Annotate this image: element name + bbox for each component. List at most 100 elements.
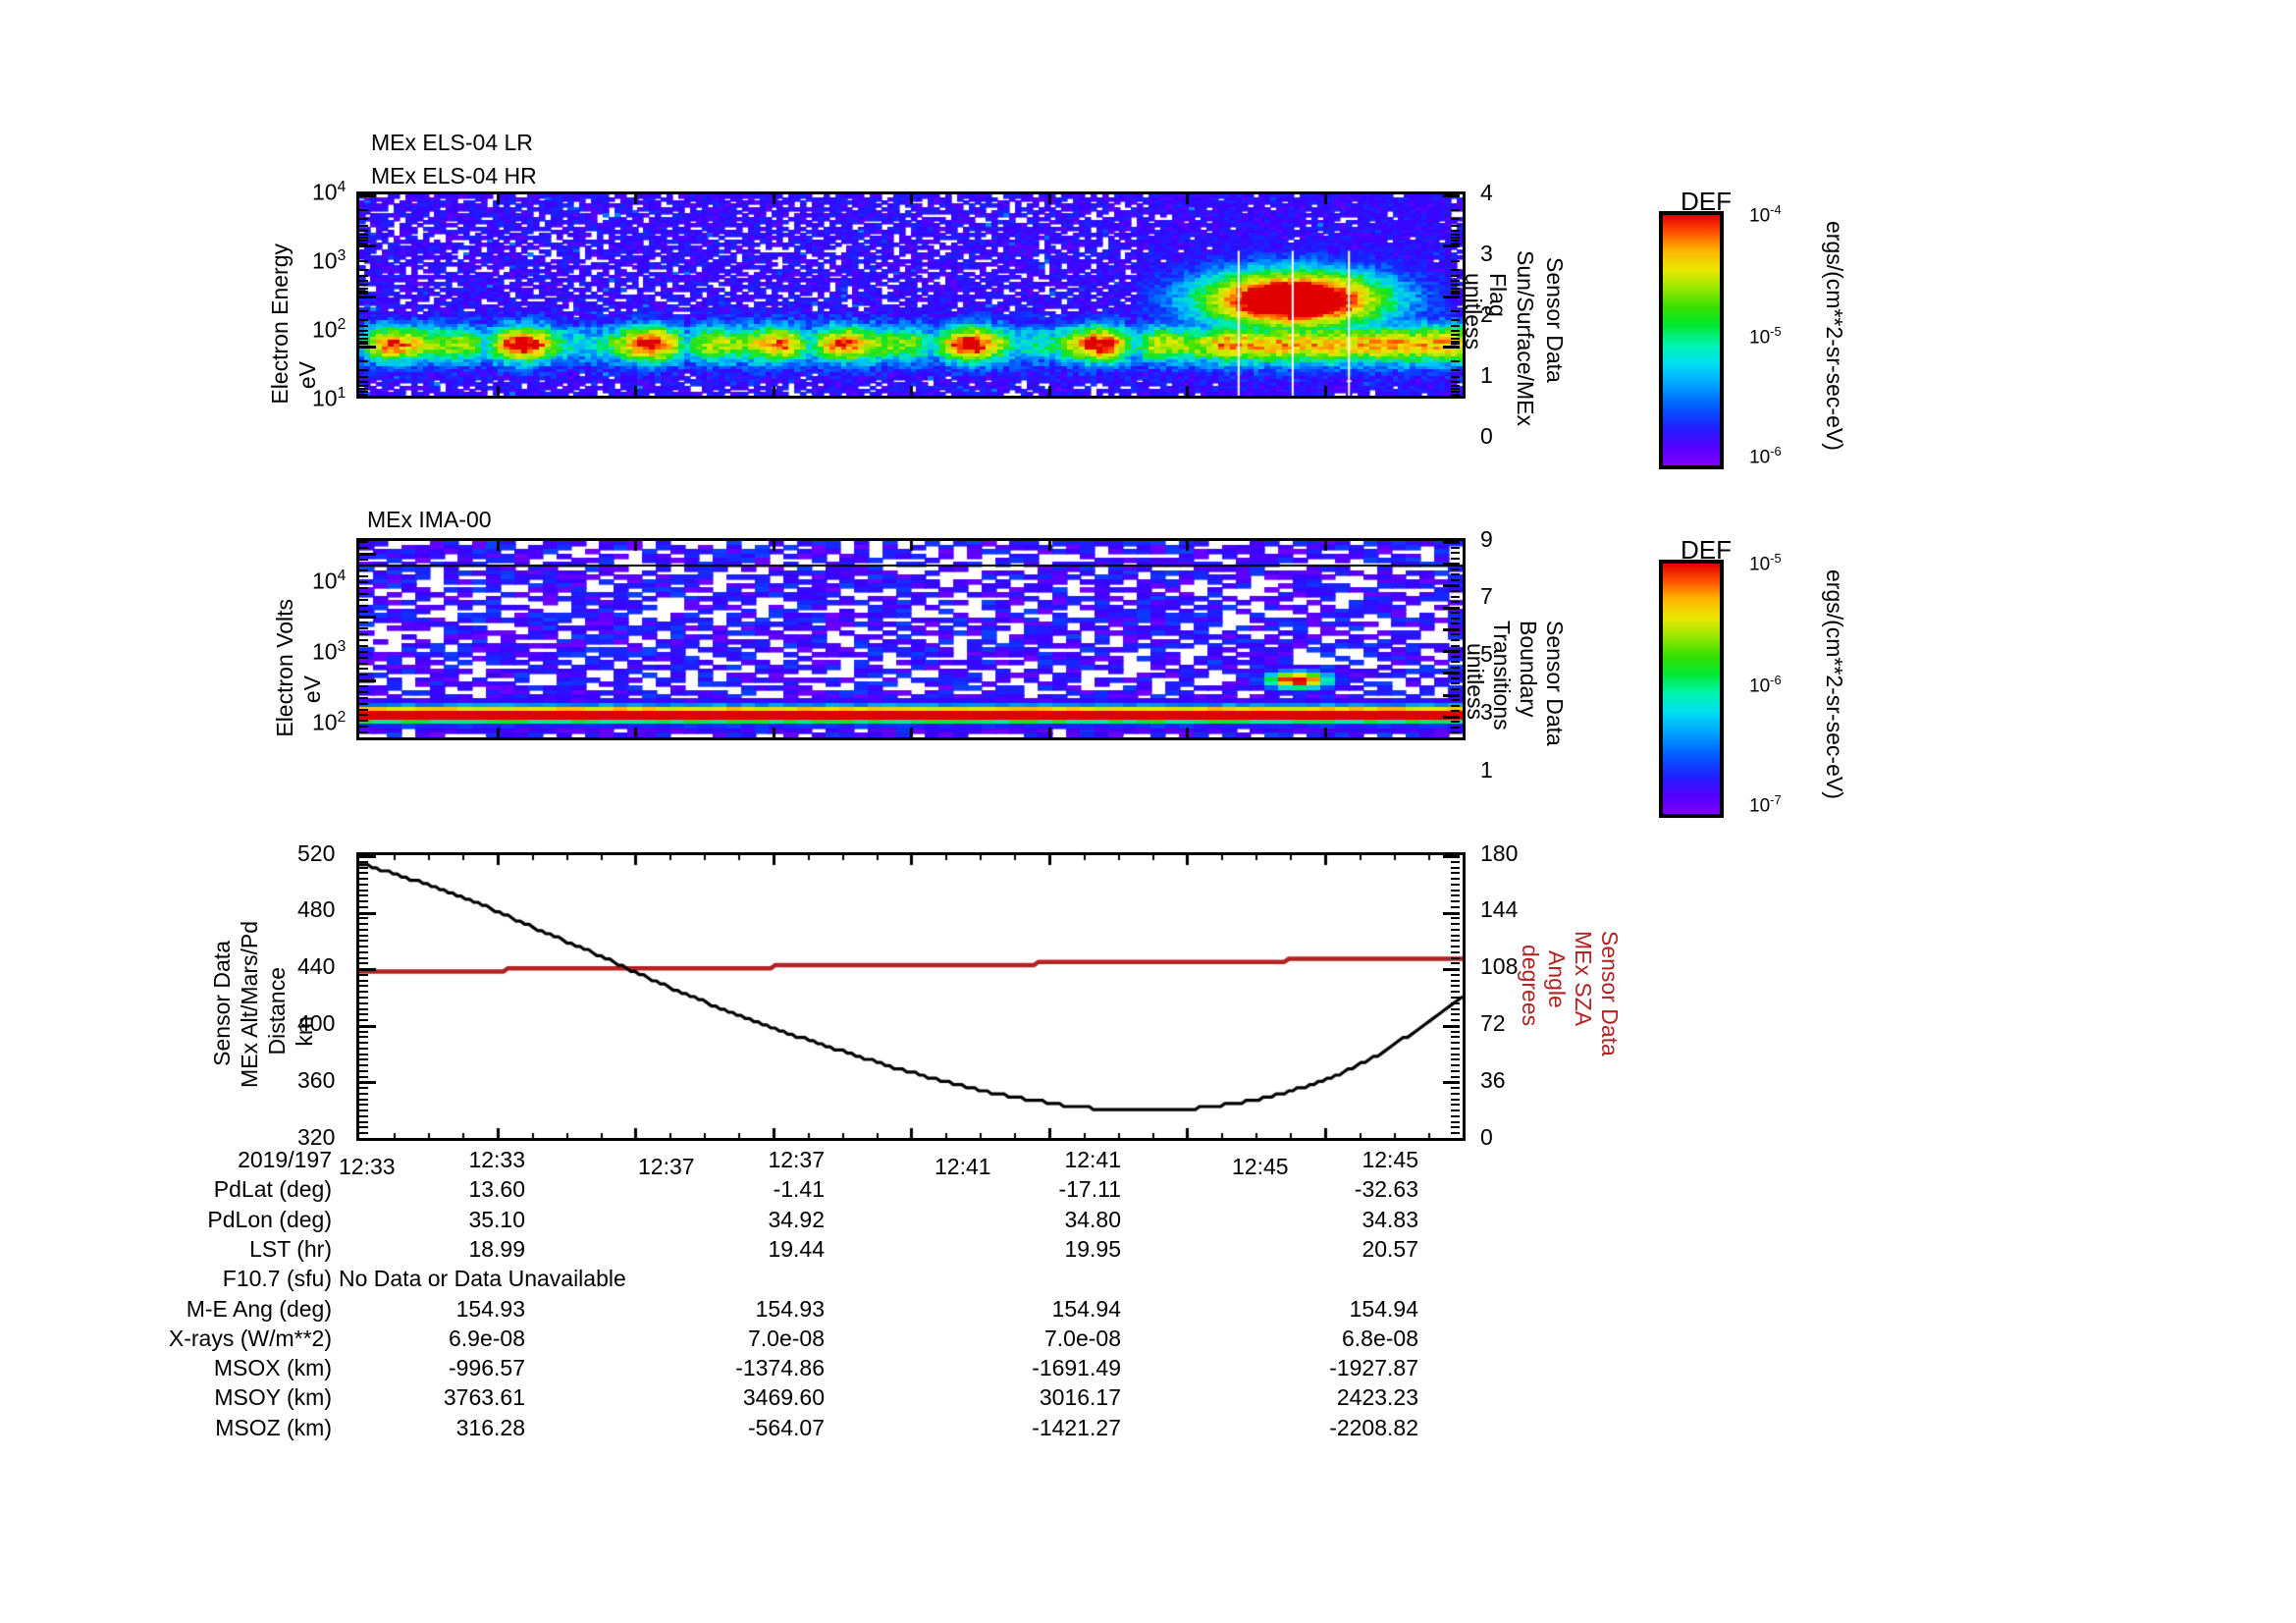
axis-tick	[359, 662, 368, 665]
axis-tick	[359, 1120, 368, 1123]
panel-ima-ytick-1e3: 103	[312, 638, 347, 665]
axis-tick	[359, 343, 368, 346]
table-cell: -17.11	[1058, 1176, 1121, 1203]
axis-tick	[359, 690, 368, 693]
axis-tick	[359, 1109, 368, 1112]
table-cell: 12:37	[768, 1147, 825, 1172]
panel-ima-plot[interactable]	[356, 538, 1466, 740]
axis-tick	[359, 287, 368, 290]
axis-tick	[359, 639, 368, 641]
axis-tick	[359, 855, 376, 858]
axis-tick	[359, 878, 368, 881]
panel-els-plot[interactable]	[356, 191, 1466, 399]
axis-tick	[359, 668, 368, 671]
table-cell: 316.28	[455, 1414, 525, 1440]
axis-tick	[1443, 1138, 1460, 1141]
panel-alt-left-label-line1: Sensor Data	[209, 941, 235, 1066]
axis-tick	[1451, 1120, 1460, 1123]
axis-tick	[359, 229, 368, 232]
panel-ima-rtick-5: 5	[1480, 641, 1493, 667]
axis-tick	[1451, 601, 1460, 604]
panel-ima-right-label-line4: unitless	[1463, 643, 1488, 720]
axis-tick	[359, 894, 368, 897]
axis-tick	[359, 587, 368, 590]
panel-alt-rtick-72: 72	[1480, 1010, 1506, 1036]
axis-tick	[1451, 360, 1460, 363]
axis-tick	[1451, 218, 1460, 221]
axis-tick	[359, 714, 368, 717]
axis-tick	[359, 268, 368, 271]
panel-els-right-label-line2: Sun/Surface/MEx	[1513, 250, 1538, 426]
axis-tick	[1451, 699, 1460, 702]
axis-tick	[359, 581, 368, 584]
axis-tick	[1451, 991, 1460, 994]
axis-tick	[1451, 923, 1460, 926]
colorbar-els	[1659, 211, 1724, 469]
axis-tick	[359, 592, 368, 595]
axis-tick	[1451, 883, 1460, 886]
axis-tick	[359, 889, 368, 892]
axis-tick	[1451, 325, 1460, 328]
axis-tick	[359, 1007, 368, 1010]
panel-ima-right-label-line1: Sensor Data	[1542, 621, 1568, 746]
table-cell: -1374.86	[735, 1355, 825, 1381]
table-row-label: LST (hr)	[249, 1235, 332, 1262]
colorbar-ima-tick-mid: 10-6	[1749, 673, 1782, 697]
axis-tick	[1451, 962, 1460, 965]
axis-tick	[1451, 682, 1460, 685]
axis-tick	[359, 997, 368, 999]
axis-tick	[359, 674, 368, 676]
axis-tick	[359, 309, 368, 312]
table-cell: 13.60	[468, 1176, 525, 1203]
axis-tick	[1451, 726, 1460, 729]
axis-tick	[359, 384, 368, 387]
table-cell: -1.41	[773, 1176, 825, 1203]
axis-tick	[359, 1092, 368, 1095]
axis-tick	[1451, 710, 1460, 713]
table-cell: -996.57	[448, 1355, 525, 1381]
axis-tick	[1451, 209, 1460, 212]
axis-tick	[359, 610, 368, 613]
axis-tick	[1451, 1132, 1460, 1135]
axis-tick	[1451, 905, 1460, 908]
xtick-label-2: 12:41	[934, 1154, 991, 1179]
axis-tick	[1443, 672, 1460, 676]
axis-tick	[1451, 721, 1460, 724]
axis-tick	[1451, 393, 1460, 396]
axis-tick	[359, 940, 368, 943]
colorbar-ima-tick-top: 10-5	[1749, 551, 1782, 575]
axis-tick	[1451, 388, 1460, 391]
axis-tick	[359, 911, 376, 915]
axis-tick	[1451, 676, 1460, 679]
axis-tick	[359, 696, 368, 699]
table-cell: 3763.61	[443, 1384, 525, 1411]
table-cell: 154.94	[1349, 1295, 1418, 1322]
axis-tick	[1451, 661, 1460, 664]
axis-tick	[359, 1132, 368, 1135]
axis-tick	[359, 644, 368, 647]
axis-tick	[1443, 606, 1460, 610]
panel-alt-rtick-36: 36	[1480, 1067, 1506, 1093]
axis-tick	[359, 622, 368, 624]
panel-els-ytick-1e2: 102	[312, 316, 347, 343]
panel-alt-ytick-360: 360	[297, 1067, 336, 1093]
table-row-label: X-rays (W/m**2)	[168, 1325, 332, 1351]
axis-tick	[359, 340, 368, 343]
table-cell: 34.80	[1064, 1206, 1121, 1232]
panel-alt-rtick-144: 144	[1480, 896, 1519, 922]
axis-tick	[1451, 590, 1460, 592]
panel-els-rtick-3: 3	[1480, 241, 1493, 266]
axis-tick	[359, 1075, 368, 1078]
axis-tick	[359, 934, 368, 937]
axis-tick	[1451, 552, 1460, 555]
axis-tick	[359, 946, 368, 948]
axis-tick	[1451, 1001, 1460, 1004]
axis-tick	[359, 950, 368, 953]
axis-tick	[359, 275, 368, 278]
table-cell: 2423.23	[1336, 1384, 1418, 1411]
axis-tick	[1443, 855, 1460, 858]
panel-alt-left-label-line2: MEx Alt/Mars/Pd	[237, 921, 262, 1088]
panel-alt-plot[interactable]	[356, 852, 1466, 1141]
axis-tick	[359, 1126, 368, 1129]
table-cell: 12:41	[1064, 1147, 1121, 1172]
